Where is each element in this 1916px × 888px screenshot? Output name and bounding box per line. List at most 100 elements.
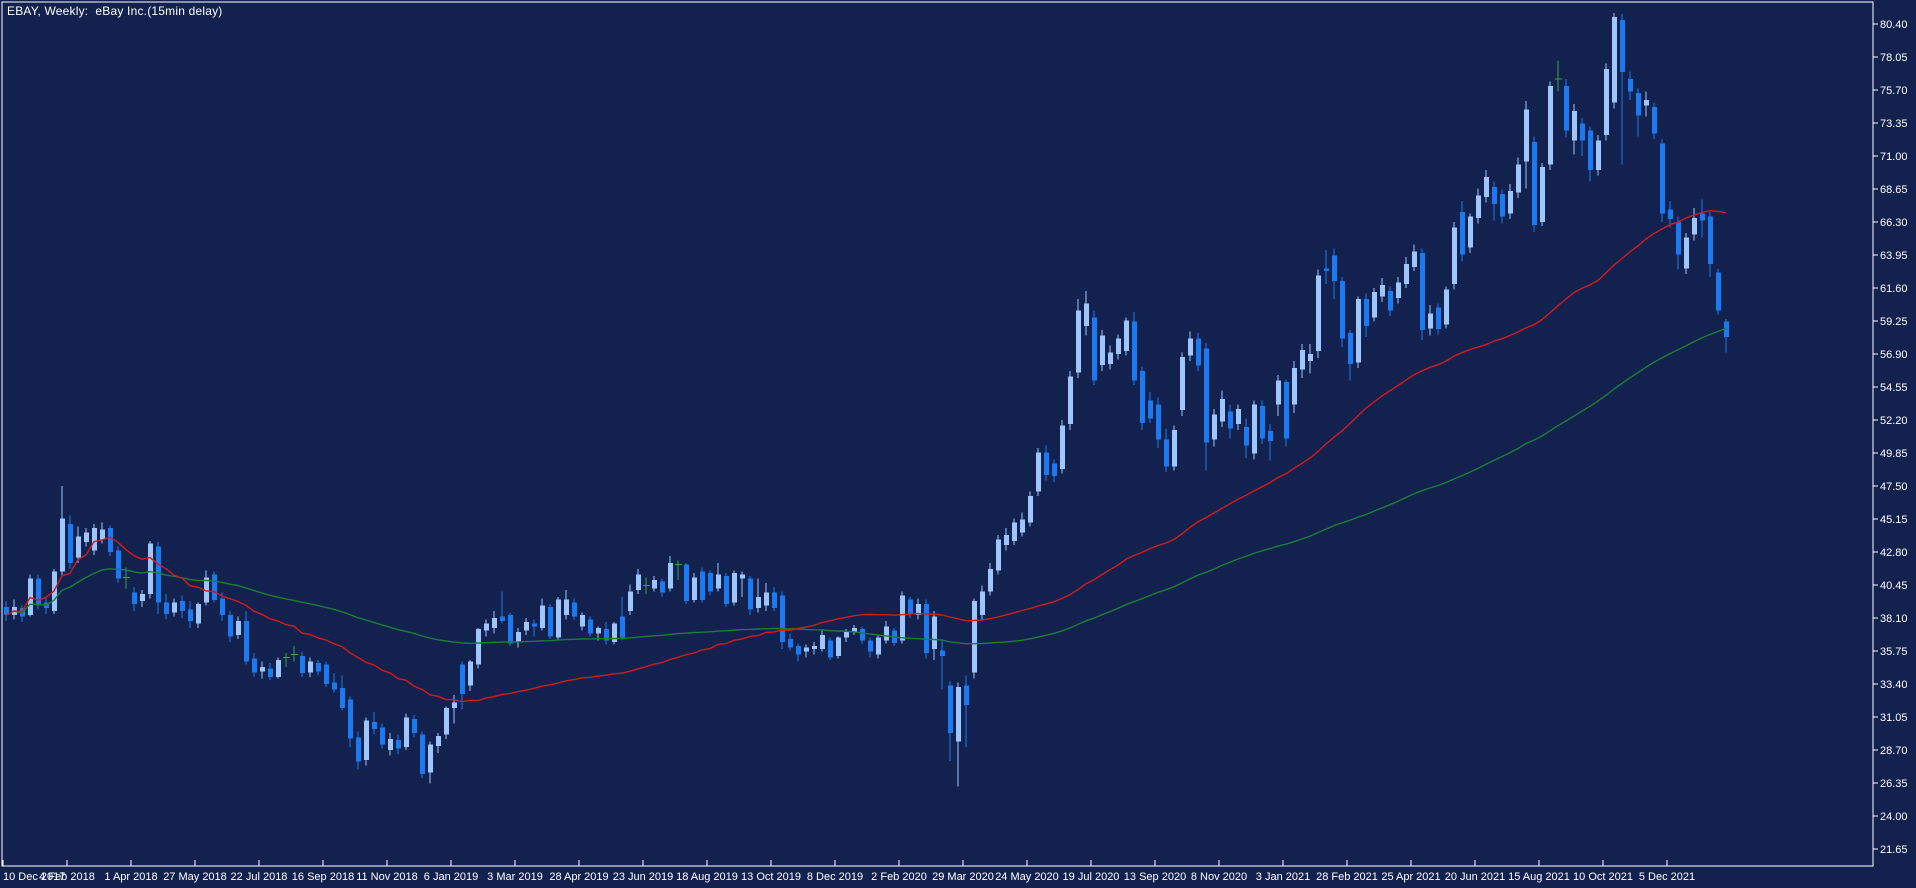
candle (1052, 459, 1057, 482)
candle (1116, 334, 1121, 360)
candle (1372, 288, 1377, 322)
candle (12, 599, 17, 620)
candle (628, 584, 633, 616)
candle (540, 598, 545, 631)
candle (1140, 366, 1145, 430)
candle (932, 611, 937, 661)
candle (436, 733, 441, 753)
date-tick-label: 22 Jul 2018 (231, 871, 288, 883)
candle (1516, 157, 1521, 199)
candle (1540, 163, 1545, 227)
candle (380, 723, 385, 749)
candle (1012, 518, 1017, 545)
date-tick-label: 4 Feb 2018 (39, 871, 95, 883)
candle (1396, 276, 1401, 304)
candle (1356, 296, 1361, 368)
candle (108, 525, 113, 557)
candle (1532, 136, 1537, 232)
candle (132, 587, 137, 611)
date-tick-label: 3 Jan 2021 (1256, 871, 1310, 883)
price-tick-label: 40.45 (1880, 580, 1908, 592)
candle (652, 575, 657, 592)
date-tick-label: 8 Nov 2020 (1191, 871, 1247, 883)
candle (1668, 200, 1673, 228)
price-tick-label: 26.35 (1880, 778, 1908, 790)
candle (564, 589, 569, 620)
candle (1644, 91, 1649, 117)
candle (748, 575, 753, 616)
candle (868, 637, 873, 658)
candle (420, 731, 425, 779)
candle (692, 573, 697, 603)
candle (1284, 379, 1289, 447)
candle (1028, 491, 1033, 527)
candle (484, 619, 489, 637)
candle (1620, 14, 1625, 165)
candle (1428, 304, 1433, 336)
candle (476, 627, 481, 669)
candle (1460, 200, 1465, 262)
price-tick-label: 61.60 (1880, 283, 1908, 295)
candle (60, 486, 65, 576)
candle (675, 560, 682, 581)
date-tick-label: 27 May 2018 (163, 871, 227, 883)
candle (468, 660, 473, 691)
candle (820, 630, 825, 652)
price-tick-label: 47.50 (1880, 481, 1908, 493)
candle (860, 626, 865, 644)
candle (1468, 213, 1473, 253)
candle (36, 574, 41, 610)
candle (924, 599, 929, 659)
candle (1348, 330, 1353, 381)
candle (876, 634, 881, 659)
candle (764, 582, 769, 611)
candle (1244, 418, 1249, 458)
candle (500, 591, 505, 624)
candle (1124, 317, 1129, 356)
candle (92, 523, 97, 555)
candle (1220, 390, 1225, 427)
candle (1476, 188, 1481, 224)
candle (972, 598, 977, 679)
candle (444, 706, 449, 739)
date-tick-label: 28 Feb 2021 (1316, 871, 1378, 883)
candle (588, 616, 593, 637)
price-tick-label: 80.40 (1880, 19, 1908, 31)
candle (956, 682, 961, 787)
candle (724, 573, 729, 607)
candle (772, 587, 777, 611)
candle (332, 672, 337, 693)
candle (1172, 425, 1177, 471)
candle (660, 578, 665, 597)
candle (172, 598, 177, 617)
candle (396, 734, 401, 755)
date-tick-label: 13 Oct 2019 (741, 871, 801, 883)
candle (1084, 290, 1089, 336)
date-tick-label: 23 Jun 2019 (613, 871, 674, 883)
candle (1292, 361, 1297, 413)
price-tick-label: 28.70 (1880, 745, 1908, 757)
candle (1548, 81, 1553, 170)
candle (1004, 528, 1009, 551)
candle (852, 625, 857, 635)
price-tick-label: 31.05 (1880, 712, 1908, 724)
candle (164, 594, 169, 620)
candle (1660, 139, 1665, 222)
date-tick-label: 10 Oct 2021 (1573, 871, 1633, 883)
candle (428, 741, 433, 784)
candle (1420, 248, 1425, 340)
candle (1388, 286, 1393, 317)
candle (1268, 424, 1273, 461)
price-tick-label: 75.70 (1880, 85, 1908, 97)
candle (1156, 397, 1161, 449)
candle (900, 591, 905, 644)
plot-border (1, 1, 1874, 867)
price-tick-label: 38.10 (1880, 613, 1908, 625)
date-tick-label: 13 Sep 2020 (1124, 871, 1186, 883)
candle (1628, 71, 1633, 100)
ma-fast-line (5, 209, 1727, 703)
candle (180, 595, 185, 618)
candle (1484, 170, 1489, 203)
chart-title: EBAY, Weekly: eBay Inc.(15min delay) (7, 4, 223, 18)
